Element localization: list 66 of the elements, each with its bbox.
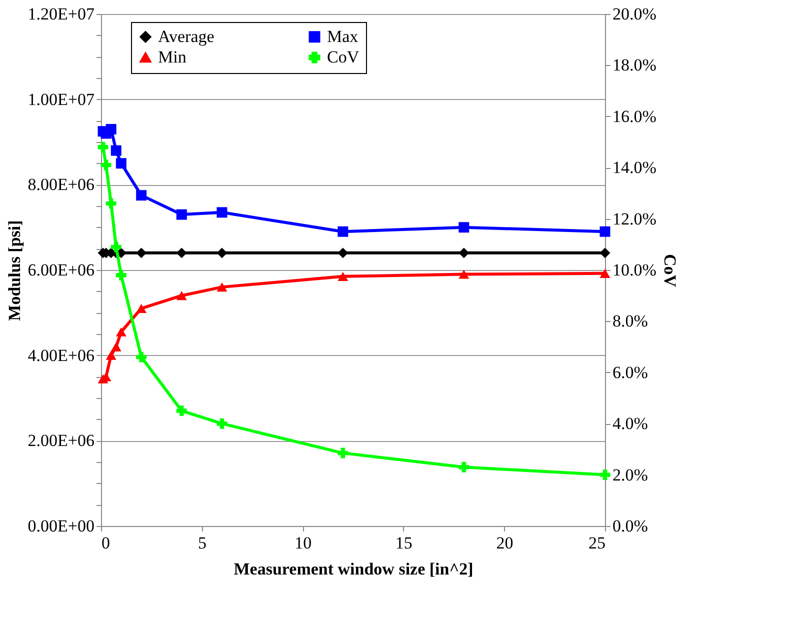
legend-label: CoV (327, 48, 360, 66)
y-tick-label: 2.00E+06 (28, 431, 94, 450)
x-tick-label: 0 (102, 534, 110, 552)
point (458, 248, 470, 258)
point (116, 270, 126, 280)
point (106, 198, 116, 209)
point (100, 160, 112, 170)
point (216, 207, 228, 218)
point (116, 327, 126, 336)
y-tick-label: 1.00E+07 (28, 90, 95, 109)
y-tick-label: 0.00E+00 (28, 516, 94, 536)
point (338, 248, 348, 258)
x-tick-label: 10 (294, 534, 312, 552)
point (106, 350, 116, 360)
y2-tick-label: 14.0% (612, 158, 656, 178)
point (176, 406, 187, 416)
y-axis-title: Modulus [psi] (4, 220, 24, 321)
x-tick-label: 15 (395, 534, 412, 552)
legend-label: Max (327, 26, 359, 46)
y2-tick-label: 6.0% (612, 362, 648, 382)
y2-axis-title: CoV (660, 254, 680, 288)
legend-label: Min (158, 48, 187, 66)
point (600, 268, 610, 278)
point (458, 222, 470, 233)
point (338, 226, 348, 237)
y-tick-label: 6.00E+06 (28, 260, 94, 280)
point (338, 448, 348, 458)
point (136, 304, 147, 313)
y2-tick-label: 0.0% (612, 516, 648, 536)
point (110, 342, 122, 352)
y-tick-label: 8.00E+06 (28, 175, 94, 194)
point (216, 418, 228, 429)
point (176, 291, 187, 300)
y2-tick-label: 18.0% (612, 56, 656, 75)
point (136, 352, 147, 362)
point (600, 248, 610, 258)
point (458, 270, 470, 279)
point (98, 142, 108, 152)
legend-label: Average (158, 26, 214, 46)
x-axis-title: Measurement window size [in^2] (234, 560, 474, 578)
x-tick-label: 20 (496, 534, 514, 552)
y2-tick-label: 12.0% (612, 209, 656, 228)
y-tick-label: 1.20E+07 (28, 4, 95, 24)
y2-tick-label: 16.0% (612, 106, 656, 126)
point (136, 190, 147, 201)
point (338, 272, 348, 281)
point (110, 145, 122, 156)
point (216, 282, 228, 292)
x-tick-label: 5 (198, 534, 207, 552)
point (176, 209, 187, 220)
point (176, 248, 187, 258)
point (600, 226, 610, 237)
point (106, 124, 116, 134)
point (116, 158, 126, 169)
point (458, 462, 470, 472)
point (136, 248, 147, 258)
y2-tick-label: 10.0% (612, 260, 656, 280)
y2-tick-label: 2.0% (612, 465, 648, 484)
x-tick-label: 25 (588, 534, 606, 552)
y2-tick-label: 4.0% (612, 414, 648, 434)
y2-tick-label: 8.0% (612, 312, 648, 331)
point (216, 248, 228, 258)
y2-tick-label: 20.0% (612, 4, 656, 24)
y-tick-label: 4.00E+06 (28, 346, 94, 365)
point (110, 242, 122, 252)
point (600, 470, 610, 480)
